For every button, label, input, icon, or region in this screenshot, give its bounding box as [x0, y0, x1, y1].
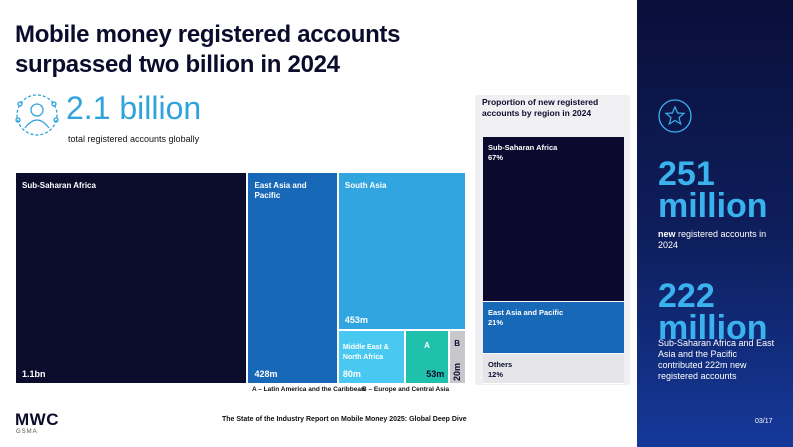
segment-name: East Asia and Pacific: [488, 308, 564, 318]
treemap-cell: Sub-Saharan Africa 1.1bn: [15, 172, 248, 384]
report-title: The State of the Industry Report on Mobi…: [222, 416, 467, 423]
treemap: Sub-Saharan Africa 1.1bn East Asia and Pac…: [15, 172, 466, 384]
icon: [15, 94, 59, 136]
stacked-bar: Sub-Saharan Africa 67% East Asia and Pacif…: [483, 137, 624, 384]
cell-name: A: [424, 341, 430, 351]
cell-name: East Asia and Pacific: [254, 181, 307, 200]
segment-name: Others: [488, 360, 513, 370]
treemap-cell: B 20m: [449, 330, 466, 384]
cell-label: 80m: [342, 368, 361, 379]
page-number: 03/17: [755, 418, 773, 425]
stat-value: 251 million: [658, 155, 768, 225]
segment-label: 67%: [488, 153, 504, 162]
segment-label: 12%: [488, 370, 504, 380]
cell-label: 1.1bn: [22, 369, 46, 379]
stat-caption: Sub-Saharan Africa and East Asia and the…: [658, 338, 775, 381]
stat-caption-bold: new: [658, 229, 676, 239]
treemap-cell: East Asia and Pacific 428m: [247, 172, 338, 384]
cell-label: 53m: [426, 368, 445, 379]
bar-segment: East Asia and Pacific 21%: [483, 302, 624, 355]
slide-title: Mobile money registered accounts surpass…: [15, 21, 401, 78]
cell-name: Sub-Saharan Africa: [22, 181, 96, 190]
cell-label: 453m: [344, 315, 368, 326]
footnote: A – Latin America and the Caribbean: [252, 386, 365, 393]
cell-name: Middle East & North Africa: [342, 344, 389, 362]
stat-caption: new registered accounts in 2024: [658, 229, 783, 251]
footnote: B – Europe and Central Asia: [362, 386, 450, 393]
headline-caption: total registered accounts globally: [68, 134, 200, 144]
cell-label: 20m: [452, 362, 463, 381]
cell-name: South Asia: [344, 181, 387, 190]
stat-value: 222 million: [658, 277, 768, 347]
sidebar: [637, 0, 793, 447]
stat-caption-text: registered accounts in 2024: [658, 229, 767, 250]
cell-label: 428m: [254, 369, 278, 379]
treemap-cell: Middle East & North Africa 80m: [337, 330, 405, 384]
bar-segment: Others 12%: [483, 354, 624, 384]
star-icon: [658, 99, 692, 133]
segment-name: Sub-Saharan Africa: [488, 143, 558, 152]
headline-value: 2.1 billion: [66, 90, 202, 126]
logo-sub: GSMA: [16, 429, 38, 435]
logo: MWC: [15, 410, 59, 429]
treemap-cell: South Asia 453m: [337, 172, 466, 331]
treemap-cell: A 53m: [404, 330, 450, 384]
bar-segment: Sub-Saharan Africa 67%: [483, 137, 624, 303]
cell-name: B: [454, 339, 461, 349]
segment-label: 21%: [488, 318, 504, 328]
panel-title: Proportion of new registered accounts by…: [482, 97, 599, 118]
